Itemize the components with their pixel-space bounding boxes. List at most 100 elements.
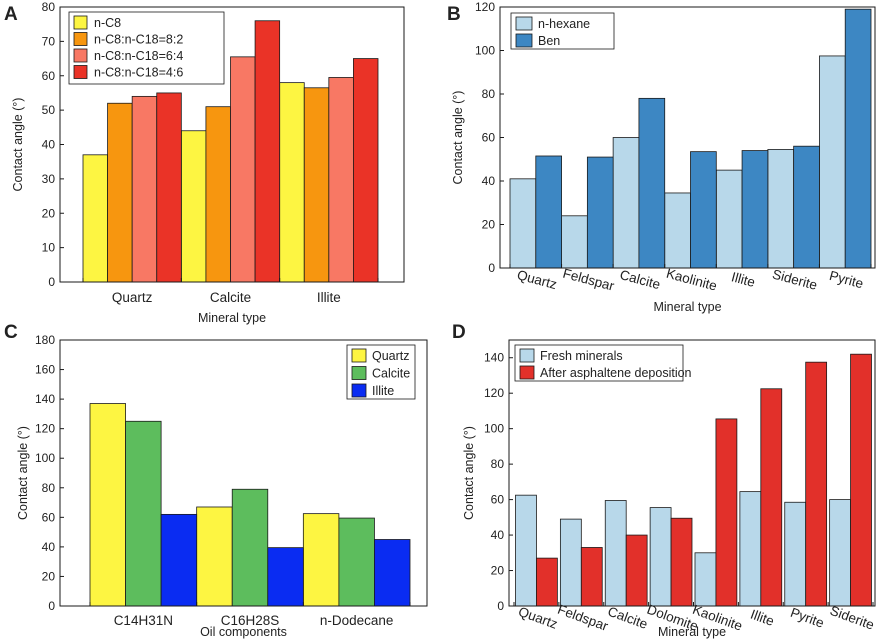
legend-swatch (351, 366, 367, 380)
x-axis-label: Mineral type (658, 625, 726, 639)
bar (805, 361, 828, 607)
bar (180, 130, 207, 283)
bar (580, 547, 603, 607)
legend-label: n-hexane (538, 17, 590, 31)
category-label: Quartz (516, 604, 559, 632)
y-tick-label: 100 (484, 422, 504, 436)
legend-swatch (73, 32, 88, 46)
y-axis-label: Contact angle (°) (16, 426, 30, 520)
y-tick-label: 0 (48, 275, 55, 289)
panel-a: A 0 10 20 30 40 50 60 70 80 Quartz Calcite Illite Con… (4, 0, 405, 325)
category-label: Feldspar (556, 602, 611, 634)
panel-letter: D (452, 322, 466, 343)
category-label: Calcite (210, 290, 251, 305)
bar (819, 55, 846, 269)
bar (160, 513, 198, 607)
bar (741, 150, 769, 269)
y-tick-label: 10 (42, 241, 56, 255)
y-tick-label: 70 (42, 34, 56, 48)
y-tick-label: 20 (491, 564, 505, 578)
legend-swatch (73, 48, 88, 63)
category-label: C16H28S (221, 613, 280, 628)
y-tick-label: 180 (35, 333, 55, 347)
category-label: Kaolinite (665, 266, 719, 294)
bar (230, 56, 256, 283)
y-tick-label: 0 (497, 599, 504, 613)
legend-swatch (519, 348, 535, 363)
legend-swatch (351, 383, 367, 398)
bar (302, 513, 340, 607)
y-tick-label: 80 (482, 87, 496, 101)
bar (829, 499, 851, 607)
category-label: Pyrite (828, 268, 865, 291)
bar (156, 92, 182, 283)
bar (515, 494, 537, 607)
bar (205, 106, 231, 283)
legend-label: n-C8:n-C18=4:6 (94, 66, 183, 80)
y-tick-label: 40 (491, 528, 505, 542)
legend-label: n-C8 (94, 16, 121, 30)
plot-frame (59, 339, 428, 607)
category-label: Calcite (618, 267, 662, 292)
y-axis-label: Contact angle (°) (451, 91, 465, 185)
bar (509, 178, 537, 269)
y-tick-label: 80 (42, 481, 56, 495)
panel-c: C 0 20 40 60 80 100 120 140 160 180 C14H31N C16H28S n… (4, 322, 428, 639)
y-tick-label: 80 (491, 457, 505, 471)
category-label: Feldspar (561, 266, 616, 294)
bar (664, 192, 691, 269)
y-tick-label: 120 (484, 386, 504, 400)
bar (586, 156, 614, 269)
legend-label: Calcite (372, 367, 410, 381)
y-tick-label: 140 (35, 392, 55, 406)
category-label: n-Dodecane (320, 613, 394, 628)
category-label: Calcite (606, 604, 650, 632)
y-tick-label: 100 (35, 451, 55, 465)
bar (125, 420, 162, 607)
bar (715, 418, 738, 607)
bar (649, 507, 672, 607)
bar (536, 557, 558, 607)
panel-d: D 0 20 40 60 80 100 120 140 QuartzFeldsparCalcite… (452, 322, 876, 639)
legend-swatch (515, 33, 533, 48)
bar (694, 552, 717, 607)
category-label: Siderite (771, 266, 819, 292)
y-tick-label: 40 (42, 540, 56, 554)
bar (638, 97, 666, 269)
y-tick-label: 20 (42, 569, 56, 583)
y-tick-label: 60 (42, 69, 56, 83)
y-tick-label: 60 (42, 510, 56, 524)
category-label: Pyrite (788, 605, 826, 631)
y-tick-label: 20 (42, 206, 56, 220)
y-tick-label: 80 (42, 0, 56, 14)
legend-label: Illite (372, 384, 394, 398)
x-axis-label: Oil components (200, 625, 287, 639)
bar (231, 488, 269, 607)
x-axis-label: Mineral type (653, 300, 721, 314)
y-tick-label: 40 (42, 138, 56, 152)
y-tick-label: 120 (475, 0, 495, 14)
bar (535, 155, 562, 269)
bar (254, 20, 281, 283)
panel-b: B 0 20 40 60 80 100 120 Quartz Feldspar Calcite Kao… (447, 0, 876, 314)
legend-box (514, 344, 684, 382)
legend-label: Fresh minerals (540, 349, 623, 363)
bar (612, 137, 640, 269)
bar (89, 403, 126, 607)
legend-box (68, 11, 225, 85)
panel-letter: B (447, 4, 461, 25)
y-tick-label: 20 (482, 218, 496, 232)
legend: n-hexane Ben (510, 12, 615, 50)
bar (604, 500, 627, 607)
bar (353, 58, 379, 283)
plot-frame (508, 339, 876, 607)
legend: Quartz Calcite Illite (346, 344, 416, 400)
y-tick-label: 30 (42, 172, 56, 186)
bar (338, 517, 375, 607)
bar (739, 491, 762, 607)
y-tick-label: 140 (484, 351, 504, 365)
legend-label: After asphaltene deposition (540, 366, 692, 380)
y-axis-label: Contact angle (°) (462, 426, 476, 520)
category-label: Quartz (112, 290, 153, 305)
y-tick-label: 40 (482, 174, 496, 188)
